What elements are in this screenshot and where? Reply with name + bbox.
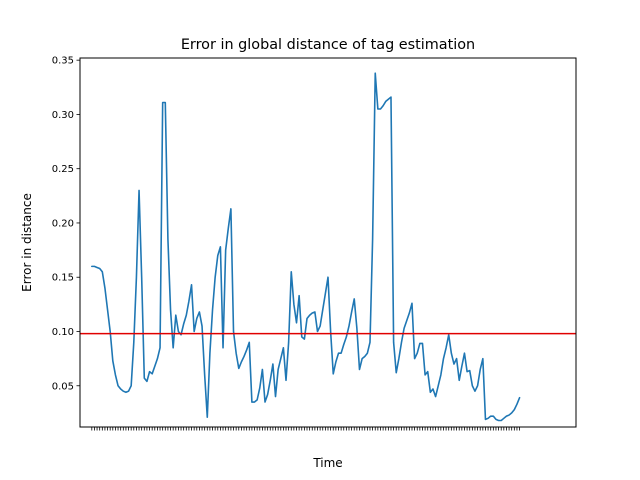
y-tick-label: 0.05	[52, 381, 74, 392]
chart-title: Error in global distance of tag estimati…	[181, 37, 475, 53]
plot-content	[80, 72, 576, 422]
y-tick-label: 0.10	[52, 327, 74, 338]
x-axis-label: Time	[312, 456, 342, 470]
y-tick-label: 0.25	[52, 164, 74, 175]
y-tick-label: 0.15	[52, 273, 74, 284]
y-axis-ticks: 0.05 0.10 0.15 0.20 0.25 0.30 0.35	[52, 56, 80, 392]
series-line	[91, 72, 521, 422]
y-tick-label: 0.20	[52, 218, 74, 229]
y-tick-label: 0.30	[52, 110, 74, 121]
x-axis-ticks	[91, 427, 520, 431]
y-tick-label: 0.35	[52, 56, 74, 67]
y-axis-label: Error in distance	[20, 193, 34, 292]
